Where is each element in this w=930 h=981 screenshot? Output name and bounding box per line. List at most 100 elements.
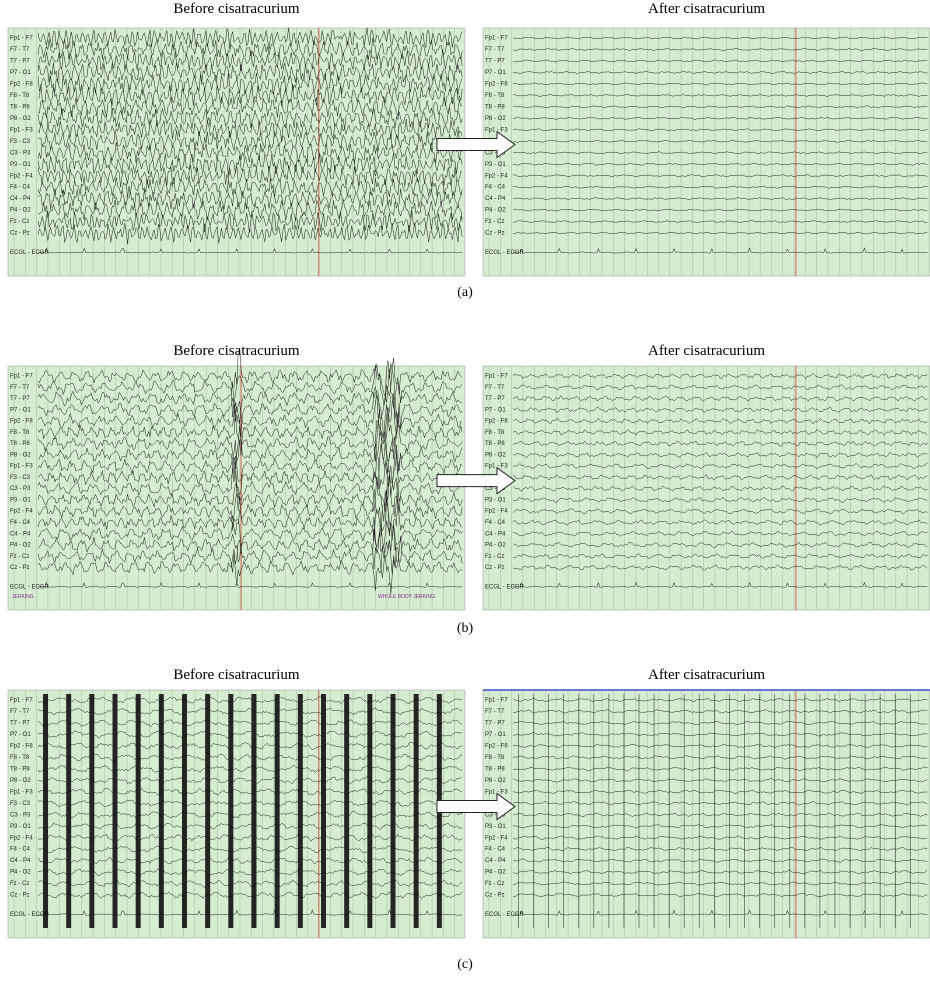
panel-caption: (c) [457,957,473,972]
spike [668,694,670,928]
eeg-trace [512,508,928,514]
channel-label: T8 - P8 [10,104,30,110]
channel-label: Fp1 - F3 [485,789,508,795]
eeg-trace [37,222,463,245]
channel-label: Fp2 - F4 [485,509,508,515]
channel-label: Fz - Cz [10,219,29,225]
panel-bg [482,689,930,939]
channel-label: Fp1 - F7 [10,374,33,380]
spike [623,694,625,928]
eeg-trace [512,835,928,840]
channel-label: P8 - O2 [10,778,31,784]
channel-label: P7 - O1 [485,732,506,738]
eeg-trace [512,766,928,771]
eeg-trace [37,188,463,210]
eeg-trace [37,130,463,152]
eeg-trace [512,151,928,155]
channel-label: P4 - O2 [485,543,506,549]
eeg-trace [37,489,463,537]
eeg-trace [512,743,928,748]
channel-label: Fz - Cz [10,554,29,560]
eeg-trace [512,197,928,200]
eeg-trace [37,357,463,417]
channel-label: C3 - P3 [485,150,506,156]
spike [563,694,565,928]
channel-label: Fp1 - F3 [485,127,508,133]
channel-label: Fp1 - F7 [10,698,33,704]
channel-label: P3 - O1 [485,497,506,503]
panel-title: After cisatracurium [648,343,765,359]
eeg-trace [512,162,928,166]
eeg-trace [37,466,463,513]
channel-label: F8 - T8 [485,93,505,99]
spike [251,694,257,928]
spike [593,694,595,928]
eeg-trace [37,62,463,83]
channel-label: Fp1 - F7 [485,36,508,42]
eeg-trace [37,96,463,118]
channel-label: P8 - O2 [485,452,506,458]
channel-label: ECGL - ECGR [10,912,49,918]
channel-label: T7 - P7 [10,721,30,727]
eeg-trace [37,393,463,445]
spike [638,694,640,928]
spike [182,694,187,928]
eeg-trace [37,473,463,522]
channel-label: Fp2 - F8 [10,81,33,87]
channel-label: P4 - O2 [10,208,31,214]
channel-label: ECGL - ECGR [10,250,49,256]
eeg-trace [37,348,463,397]
eeg-trace [37,84,463,107]
arrow [436,130,516,159]
eeg-trace [37,119,463,142]
channel-label: T7 - P7 [485,396,505,402]
channel-label: Fp2 - F4 [485,835,508,841]
spike [894,694,896,928]
channel-label: C4 - P4 [10,196,31,202]
channel-label: P4 - O2 [485,208,506,214]
spike [367,694,373,928]
eeg-trace [37,385,463,439]
panel-title: After cisatracurium [648,667,765,683]
eeg-trace [37,413,463,469]
channel-label: C4 - P4 [485,196,506,202]
channel-label: P8 - O2 [10,116,31,122]
eeg-trace [513,893,928,898]
channel-label: F3 - C3 [10,475,31,481]
eeg-trace [37,107,463,130]
eeg-trace [512,373,928,380]
eeg-trace [512,59,928,63]
channel-label: Fz - Cz [485,881,504,887]
channel-label: P7 - O1 [10,732,31,738]
spike [683,694,685,928]
channel-label: T7 - P7 [485,721,505,727]
panel-bg [482,27,930,277]
eeg-trace [512,812,928,818]
channel-label: Fp2 - F8 [485,743,508,749]
channel-label: C4 - P4 [10,858,31,864]
eeg-trace [513,417,928,424]
eeg-trace [37,405,463,460]
eeg-trace [37,175,463,198]
channel-label: Fp1 - F3 [10,464,33,470]
channel-label: P8 - O2 [485,778,506,784]
channel-label: F4 - C4 [10,520,31,526]
eeg-trace [512,452,928,458]
spike [533,694,534,928]
eeg-trace [512,429,928,436]
eeg-trace [512,48,928,51]
eeg-trace [512,440,928,447]
channel-label: Fp1 - F3 [10,127,33,133]
spike [774,694,776,928]
annotation: JERKING [12,594,34,600]
panel-bg [7,27,466,277]
spike [297,694,303,928]
eeg-trace [512,384,928,391]
eeg-trace [37,49,463,72]
spike [205,694,211,928]
channel-label: P3 - O1 [10,824,31,830]
eeg-trace [37,581,463,588]
channel-label: P7 - O1 [10,70,31,76]
eeg-trace [512,497,928,503]
panel-caption: (a) [457,285,473,300]
